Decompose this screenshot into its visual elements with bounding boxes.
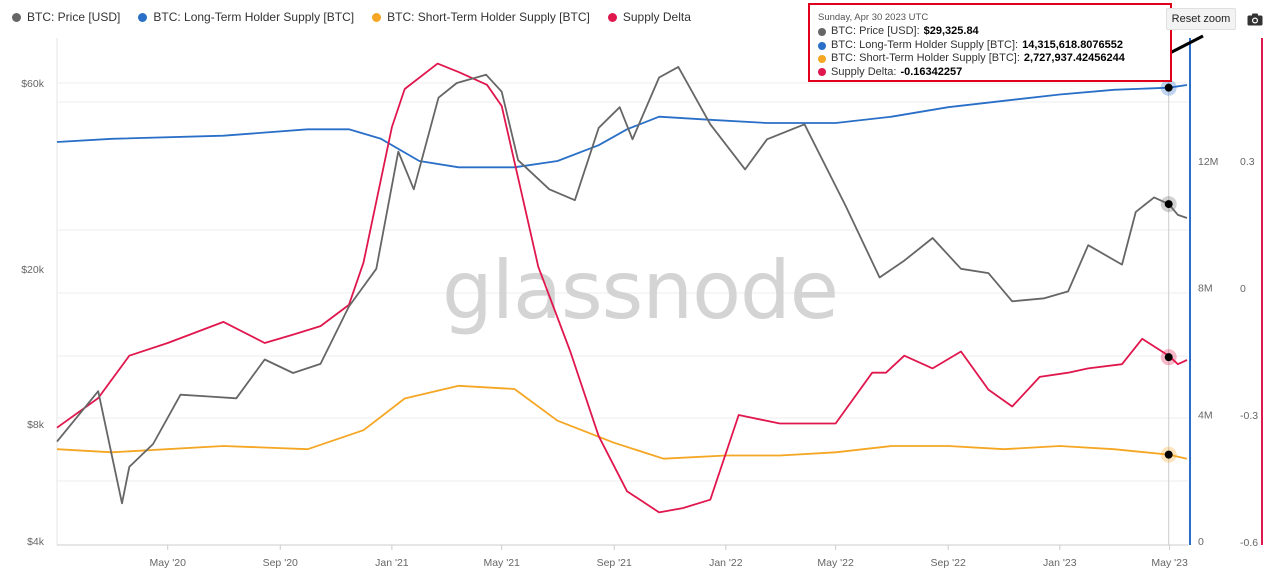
price-axis-tick: $20k	[21, 264, 45, 276]
legend-item-lth-supply[interactable]: BTC: Long-Term Holder Supply [BTC]	[138, 10, 354, 24]
supply-axis-tick: 12M	[1198, 156, 1218, 168]
tooltip-label-lth-supply: BTC: Long-Term Holder Supply [BTC]:	[831, 38, 1019, 51]
tooltip-dot-supply-delta	[818, 68, 826, 77]
tooltip-dot-price	[818, 28, 826, 37]
x-axis-tick: Jan '22	[709, 557, 743, 569]
legend-label-supply-delta: Supply Delta	[622, 10, 691, 24]
supply-axis-tick: 4M	[1198, 409, 1213, 421]
delta-axis-tick: -0.6	[1240, 537, 1258, 549]
legend-item-supply-delta[interactable]: Supply Delta	[607, 10, 691, 24]
tooltip-value-supply-delta: -0.16342257	[900, 65, 963, 78]
x-axis-tick: Sep '22	[931, 557, 966, 569]
tooltip-date: Sunday, Apr 30 2023 UTC	[818, 12, 929, 23]
legend-label-price: BTC: Price [USD]	[27, 10, 121, 24]
supply-axis-tick: 0	[1198, 536, 1204, 548]
camera-icon[interactable]	[1244, 9, 1266, 29]
tooltip-value-lth-supply: 14,315,618.8076552	[1022, 38, 1124, 51]
x-axis-tick: May '23	[1151, 557, 1188, 569]
x-axis-tick: May '21	[483, 557, 520, 569]
legend-label-lth-supply: BTC: Long-Term Holder Supply [BTC]	[153, 10, 355, 24]
tooltip-value-price: $29,325.84	[923, 25, 979, 38]
marker-supply-delta	[1164, 353, 1173, 362]
supply-axis-tick: 8M	[1198, 283, 1213, 295]
delta-axis-tick: 0.3	[1240, 156, 1255, 168]
legend: BTC: Price [USD] BTC: Long-Term Holder S…	[12, 10, 691, 24]
x-axis-tick: Sep '21	[597, 557, 632, 569]
price-axis-tick: $8k	[27, 419, 45, 431]
tooltip-label-price: BTC: Price [USD]:	[831, 25, 920, 38]
marker-price	[1164, 200, 1173, 209]
axis-layer: $4k $8k $20k $60k 0 4M 8M 12M -0.6 -0.3 0 0.3 May '2…	[21, 78, 1258, 569]
tooltip-row-lth-supply: BTC: Long-Term Holder Supply [BTC]: 14,3…	[818, 39, 1162, 52]
series-line-sth-supply	[56, 384, 1188, 460]
legend-label-sth-supply: BTC: Short-Term Holder Supply [BTC]	[387, 10, 590, 24]
marker-sth-supply	[1164, 450, 1173, 459]
series-line-lth-supply	[56, 84, 1188, 169]
legend-dot-lth-supply	[138, 12, 148, 22]
legend-dot-price	[12, 12, 21, 22]
tooltip-dot-sth-supply	[818, 54, 826, 63]
tooltip-label-sth-supply: BTC: Short-Term Holder Supply [BTC]:	[831, 52, 1020, 65]
x-axis-tick: Jan '23	[1043, 557, 1077, 569]
series-layer	[56, 62, 1188, 514]
legend-dot-supply-delta	[607, 12, 617, 22]
legend-item-sth-supply[interactable]: BTC: Short-Term Holder Supply [BTC]	[372, 10, 590, 24]
marker-layer	[1160, 79, 1177, 463]
x-axis-tick: Jan '21	[375, 557, 409, 569]
x-axis-tick: May '22	[817, 557, 854, 569]
price-axis-tick: $4k	[27, 536, 45, 548]
tooltip-dot-lth-supply	[818, 41, 826, 50]
tooltip-value-sth-supply: 2,727,937.42456244	[1023, 52, 1125, 65]
reset-zoom-button[interactable]: Reset zoom	[1166, 8, 1236, 30]
delta-axis-tick: 0	[1240, 283, 1246, 295]
x-axis-tick: Sep '20	[263, 557, 298, 569]
tooltip-row-supply-delta: Supply Delta: -0.16342257	[818, 66, 1162, 79]
series-line-supply-delta	[56, 62, 1188, 514]
price-axis-tick: $60k	[21, 78, 45, 90]
tooltip-label-supply-delta: Supply Delta:	[831, 65, 897, 78]
marker-lth-supply	[1164, 83, 1173, 92]
legend-dot-sth-supply	[372, 12, 382, 22]
legend-item-price[interactable]: BTC: Price [USD]	[12, 10, 120, 24]
delta-axis-tick: -0.3	[1240, 410, 1258, 422]
watermark: glassnode	[442, 244, 838, 337]
x-axis-tick: May '20	[149, 557, 186, 569]
tooltip: Sunday, Apr 30 2023 UTC BTC: Price [USD]…	[808, 3, 1172, 82]
tooltip-row-sth-supply: BTC: Short-Term Holder Supply [BTC]: 2,7…	[818, 52, 1162, 65]
tooltip-row-price: BTC: Price [USD]: $29,325.84	[818, 25, 1162, 38]
series-line-price	[56, 66, 1188, 505]
